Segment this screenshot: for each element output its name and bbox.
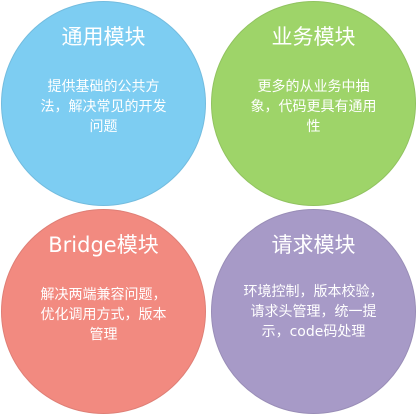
business-module-description: 更多的从业务中抽象，代码更具有通用性 bbox=[250, 79, 377, 135]
request-module-description: 环境控制，版本校验，请求头管理，统一提示，code码处理 bbox=[243, 284, 384, 340]
common-module-description: 提供基础的公共方法，解决常见的开发问题 bbox=[40, 79, 167, 135]
business-module-circle: 业务模块 更多的从业务中抽象，代码更具有通用性 bbox=[211, 1, 416, 206]
bridge-module-circle: Bridge模块 解决两端兼容问题，优化调用方式，版本管理 bbox=[1, 209, 206, 414]
common-module-title: 通用模块 bbox=[61, 25, 146, 49]
common-module-circle: 通用模块 提供基础的公共方法，解决常见的开发问题 bbox=[1, 1, 206, 206]
bridge-module-description: 解决两端兼容问题，优化调用方式，版本管理 bbox=[40, 287, 167, 343]
request-module-circle: 请求模块 环境控制，版本校验，请求头管理，统一提示，code码处理 bbox=[211, 209, 416, 414]
bridge-module-title: Bridge模块 bbox=[48, 233, 159, 257]
business-module-title: 业务模块 bbox=[271, 25, 356, 49]
request-module-title: 请求模块 bbox=[271, 233, 356, 257]
